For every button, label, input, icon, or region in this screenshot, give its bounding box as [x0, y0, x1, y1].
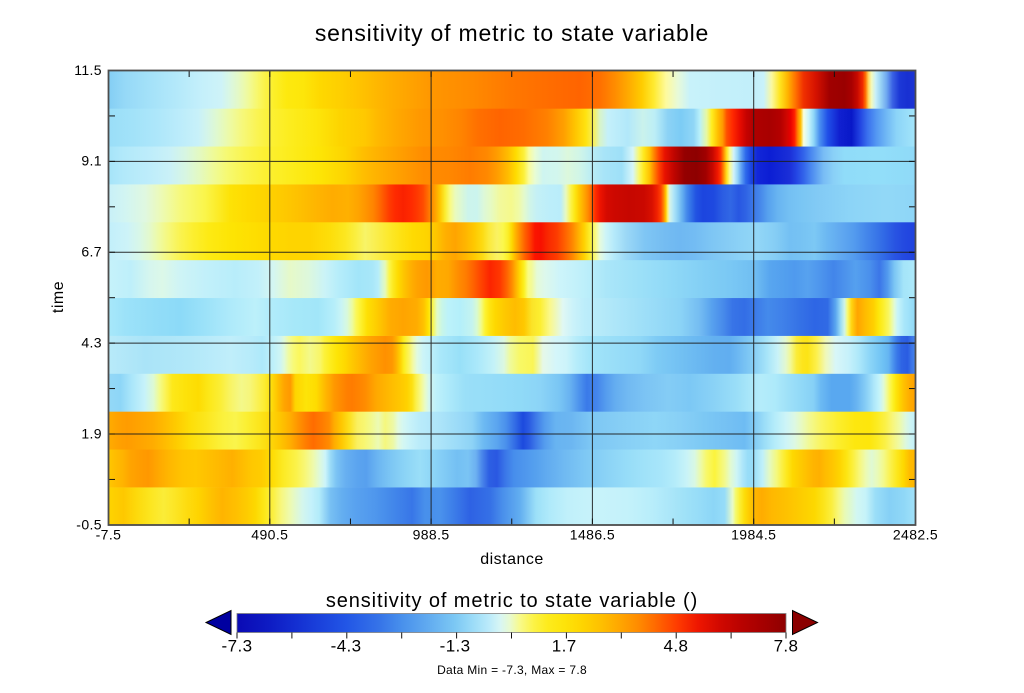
svg-text:1984.5: 1984.5 — [731, 527, 776, 543]
svg-text:4.8: 4.8 — [663, 637, 688, 656]
svg-text:-7.3: -7.3 — [222, 637, 253, 656]
svg-text:-4.3: -4.3 — [331, 637, 362, 656]
svg-text:1.9: 1.9 — [81, 425, 102, 441]
svg-text:4.3: 4.3 — [81, 334, 102, 350]
svg-text:distance: distance — [480, 551, 544, 568]
svg-text:6.7: 6.7 — [81, 244, 102, 260]
svg-text:-7.5: -7.5 — [96, 527, 122, 543]
svg-text:Data Min = -7.3, Max = 7.8: Data Min = -7.3, Max = 7.8 — [437, 663, 587, 677]
svg-text:-0.5: -0.5 — [76, 516, 102, 532]
svg-text:988.5: 988.5 — [413, 527, 450, 543]
svg-text:9.1: 9.1 — [81, 153, 102, 169]
svg-text:490.5: 490.5 — [251, 527, 288, 543]
svg-text:1486.5: 1486.5 — [570, 527, 615, 543]
svg-text:2482.5: 2482.5 — [893, 527, 938, 543]
svg-text:11.5: 11.5 — [74, 62, 102, 78]
svg-text:sensitivity of metric to state: sensitivity of metric to state variable — [315, 20, 709, 46]
svg-text:-1.3: -1.3 — [440, 637, 471, 656]
svg-text:time: time — [50, 281, 67, 313]
svg-text:7.8: 7.8 — [774, 637, 799, 656]
svg-text:sensitivity of metric to state: sensitivity of metric to state variable … — [326, 590, 698, 612]
svg-text:1.7: 1.7 — [552, 637, 577, 656]
